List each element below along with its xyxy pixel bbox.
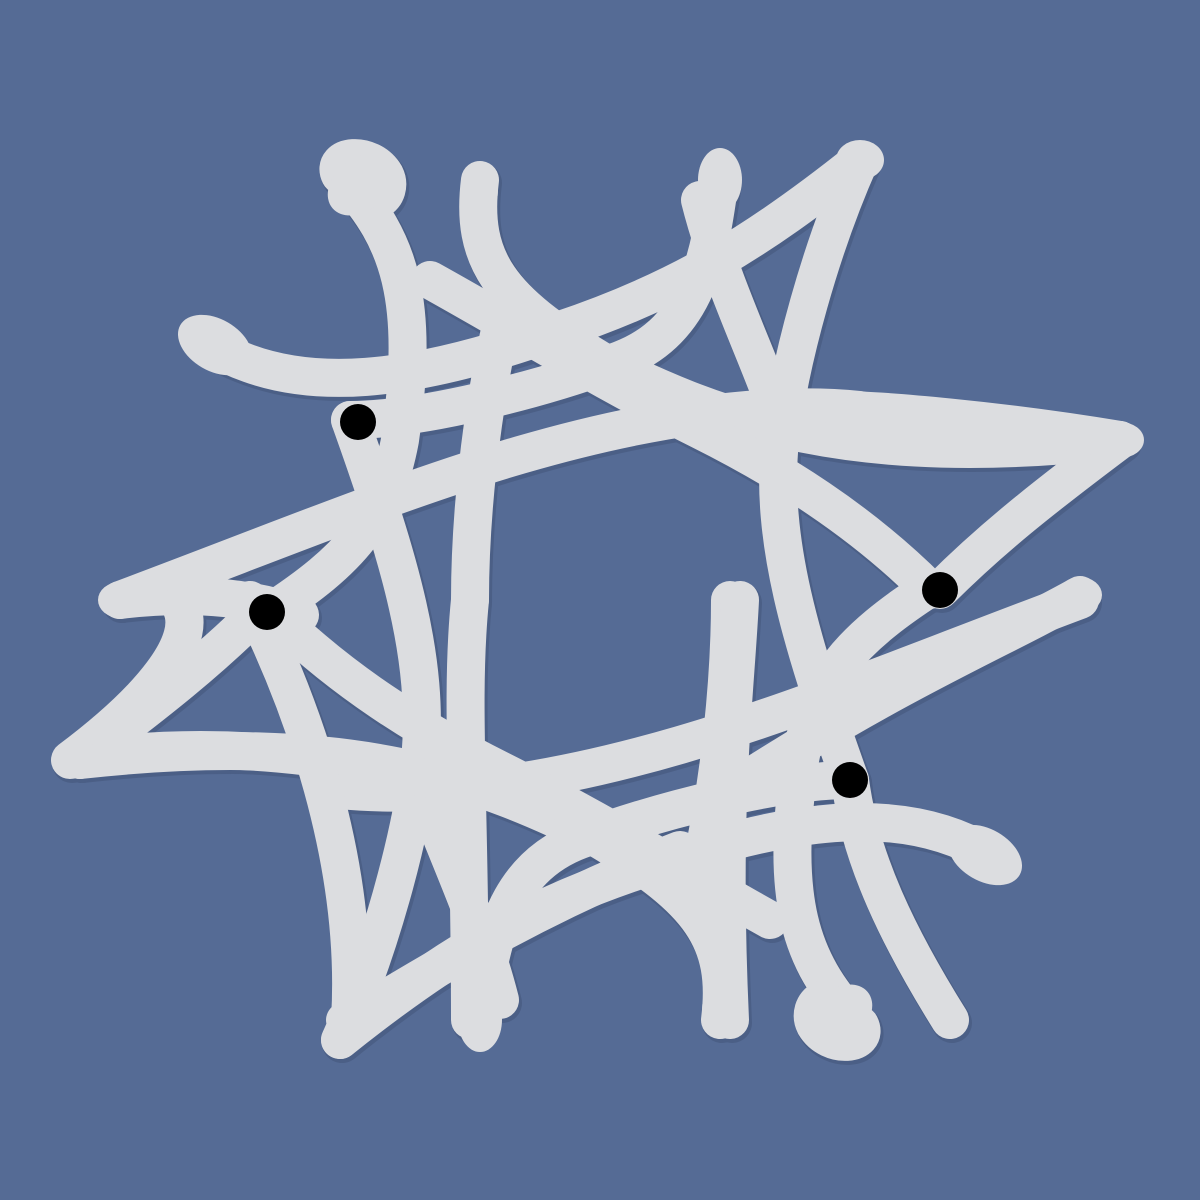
strand-segment <box>251 591 789 939</box>
strand-loop-end <box>1096 422 1144 458</box>
strand-segment <box>446 581 489 1039</box>
strand-loop-end <box>702 982 738 1038</box>
strand-loop-end <box>1058 577 1102 613</box>
strand-segment <box>921 421 1139 609</box>
strand-segment <box>411 261 949 609</box>
strand-loop-end <box>836 140 884 180</box>
strand-loop-end <box>462 162 498 218</box>
strand-loop-end <box>698 148 742 212</box>
strand-loop-end <box>948 824 1022 886</box>
marker-dots <box>249 404 958 798</box>
strand-loop-end <box>56 742 104 778</box>
strand-segment <box>51 586 489 809</box>
marker-dot <box>249 594 285 630</box>
strand-segment <box>101 388 879 619</box>
strand-loop-end <box>98 582 142 618</box>
strand-loop-end <box>807 984 873 1046</box>
strand-segment <box>707 581 759 1039</box>
strand-loop-end <box>327 154 393 216</box>
knot-strand <box>51 139 1144 1061</box>
strand-segment <box>831 761 969 1039</box>
strand-segment <box>251 161 427 631</box>
strand-loop-end <box>722 582 758 618</box>
marker-dot <box>832 762 868 798</box>
strand-loop-end <box>458 988 502 1052</box>
strand-loop-end <box>326 1000 374 1040</box>
strand-segment <box>821 391 1139 459</box>
strand-loop-end <box>452 582 488 618</box>
strand-segment <box>711 576 1099 809</box>
strand-segment <box>681 181 799 439</box>
marker-dot <box>340 404 376 440</box>
strand-loop-end <box>178 314 252 376</box>
strand-segment <box>451 311 519 619</box>
marker-dot <box>922 572 958 608</box>
